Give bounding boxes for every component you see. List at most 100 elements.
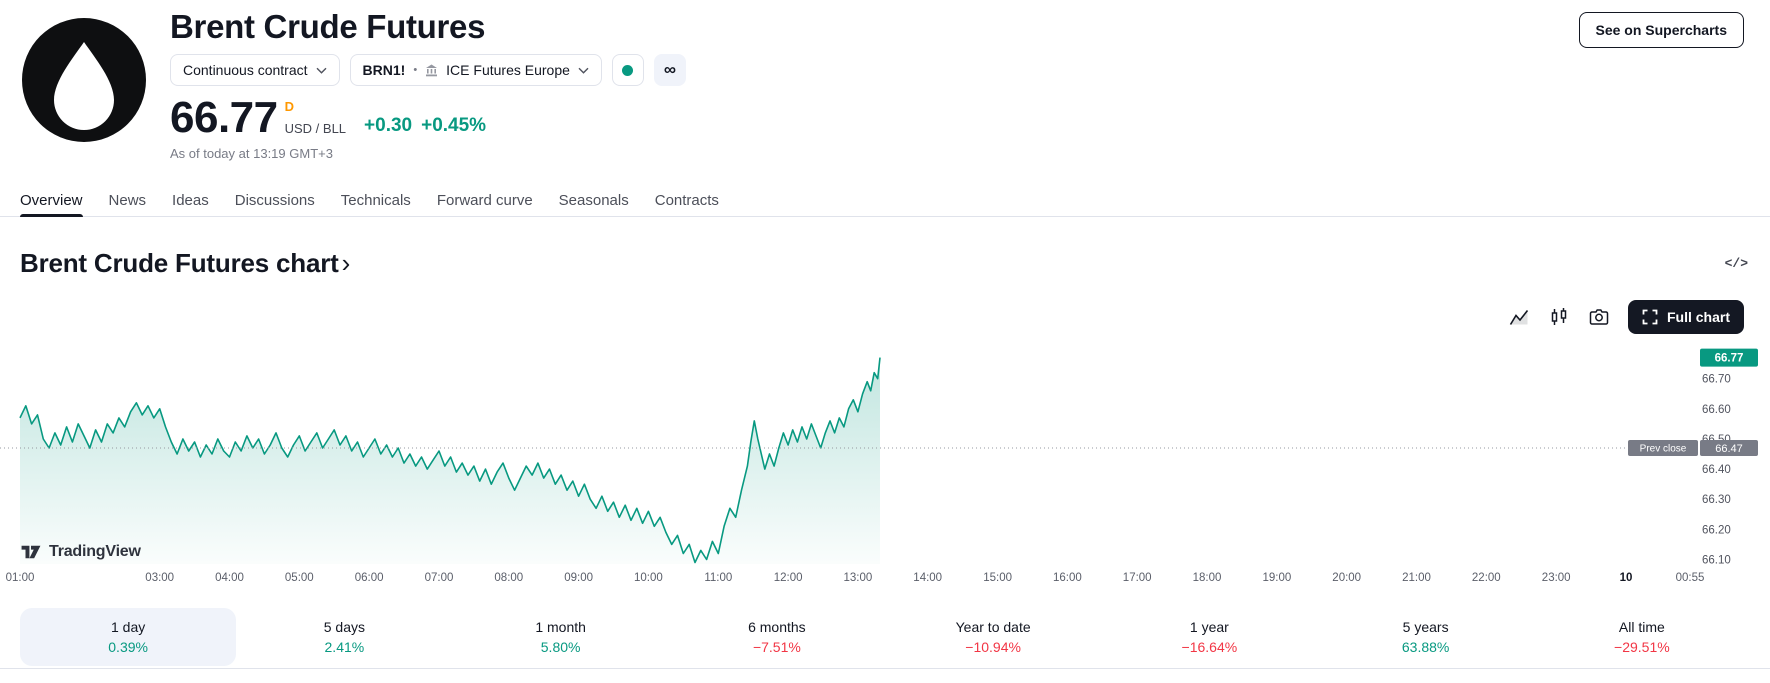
x-axis-label: 12:00 — [774, 572, 803, 584]
x-axis-label: 21:00 — [1402, 572, 1431, 584]
y-axis-label: 66.10 — [1702, 554, 1731, 566]
market-open-dot-icon — [622, 64, 634, 76]
period-label: All time — [1618, 619, 1665, 635]
price-line — [19, 357, 881, 564]
last-price: 66.77 — [170, 93, 278, 142]
page-title: Brent Crude Futures — [170, 8, 486, 45]
full-chart-button[interactable]: Full chart — [1627, 300, 1744, 334]
tab-seasonals[interactable]: Seasonals — [558, 191, 629, 209]
symbol-tabs: Overview News Ideas Discussions Technica… — [0, 184, 1770, 217]
x-axis-label: 09:00 — [564, 572, 593, 584]
x-axis-label: 04:00 — [215, 572, 244, 584]
period-change: −7.51% — [752, 639, 801, 655]
tradingview-watermark: TradingView — [20, 543, 141, 561]
contract-dropdown[interactable]: Continuous contract — [170, 54, 340, 86]
price-chart[interactable]: 66.7066.6066.5066.4066.3066.2066.1001:00… — [0, 332, 1770, 588]
x-axis-label: 23:00 — [1542, 572, 1571, 584]
period-selector: 1 day 0.39% 5 days 2.41% 1 month 5.80% 6… — [20, 608, 1750, 666]
x-axis-label: 20:00 — [1332, 572, 1361, 584]
price-row: 66.77 D USD / BLL +0.30 +0.45% — [170, 93, 686, 142]
snapshot-camera-button[interactable] — [1582, 302, 1616, 332]
symbol-row: Continuous contract BRN1! • ICE Futures … — [170, 54, 686, 86]
symbol-logo — [22, 18, 146, 142]
x-axis-label: 16:00 — [1053, 572, 1082, 584]
prev-close-value-badge — [1700, 440, 1758, 456]
code-embed-icon[interactable]: </> — [1724, 256, 1748, 271]
period-change: 5.80% — [540, 639, 581, 655]
tradingview-logo-icon — [21, 545, 41, 559]
period-6-months[interactable]: 6 months −7.51% — [669, 608, 885, 666]
area-chart-type-button[interactable] — [1502, 302, 1536, 332]
last-price-badge-value: 66.77 — [1715, 353, 1744, 365]
y-axis-label: 66.20 — [1702, 524, 1731, 536]
x-axis-label: 10:00 — [634, 572, 663, 584]
price-area-fill — [20, 357, 880, 564]
period-all-time[interactable]: All time −29.51% — [1534, 608, 1750, 666]
breadcrumb-chevron: › — [341, 248, 351, 278]
price-unit: USD / BLL — [284, 121, 347, 136]
x-axis-label: 03:00 — [145, 572, 174, 584]
period-label: 5 years — [1402, 619, 1449, 635]
session-letter-badge: D — [284, 99, 294, 114]
period-change: 63.88% — [1401, 639, 1450, 655]
price-change-pct: +0.45% — [421, 115, 487, 136]
chart-toolbar: Full chart — [1502, 300, 1744, 334]
exchange-name: ICE Futures Europe — [446, 62, 570, 78]
period-label: 1 month — [535, 619, 586, 635]
period-label: Year to date — [955, 619, 1031, 635]
fullscreen-icon — [1642, 309, 1658, 325]
period-change: 2.41% — [324, 639, 365, 655]
x-axis-label: 13:00 — [844, 572, 873, 584]
chart-section-header: Brent Crude Futures chart › </> — [20, 248, 1748, 279]
x-axis-label: 11:00 — [704, 572, 732, 584]
candles-icon — [1551, 308, 1567, 325]
continuous-contract-icon-button[interactable]: ∞ — [653, 54, 686, 86]
as-of-text: As of today at 13:19 GMT+3 — [170, 146, 333, 161]
x-axis-label: 14:00 — [913, 572, 942, 584]
x-axis-label: 08:00 — [494, 572, 523, 584]
tab-overview[interactable]: Overview — [20, 184, 83, 217]
tab-news[interactable]: News — [108, 191, 147, 209]
x-axis-label: 18:00 — [1193, 572, 1222, 584]
market-status-button[interactable] — [611, 54, 644, 86]
tab-technicals[interactable]: Technicals — [340, 191, 411, 209]
period-1-month[interactable]: 1 month 5.80% — [453, 608, 669, 666]
infinity-icon: ∞ — [663, 60, 676, 79]
divider — [0, 668, 1770, 669]
candles-chart-type-button[interactable] — [1542, 302, 1576, 332]
period-change: −29.51% — [1614, 639, 1670, 655]
area-chart-icon — [1509, 310, 1529, 325]
period-1-year[interactable]: 1 year −16.64% — [1101, 608, 1317, 666]
x-axis-label: 07:00 — [425, 572, 454, 584]
separator-dot: • — [413, 64, 418, 76]
tab-contracts[interactable]: Contracts — [654, 191, 719, 209]
prev-close-label-text: Prev close — [1640, 444, 1687, 455]
watermark-label: TradingView — [49, 543, 141, 560]
x-axis-label: 19:00 — [1263, 572, 1292, 584]
x-axis-label: 10 — [1620, 572, 1633, 584]
see-on-supercharts-button[interactable]: See on Supercharts — [1578, 12, 1744, 48]
tab-ideas[interactable]: Ideas — [172, 191, 209, 209]
tab-discussions[interactable]: Discussions — [234, 191, 315, 209]
y-axis-label: 66.30 — [1702, 494, 1731, 506]
x-axis-label: 05:00 — [285, 572, 314, 584]
prev-close-label-badge — [1628, 440, 1698, 456]
symbol-exchange-dropdown[interactable]: BRN1! • ICE Futures Europe — [349, 54, 602, 86]
x-axis-label: 22:00 — [1472, 572, 1501, 584]
contract-dropdown-label: Continuous contract — [183, 62, 308, 78]
period-label: 1 year — [1189, 619, 1229, 635]
tab-forward-curve[interactable]: Forward curve — [436, 191, 533, 209]
section-title[interactable]: Brent Crude Futures chart › — [20, 248, 351, 278]
period-year-to-date[interactable]: Year to date −10.94% — [885, 608, 1101, 666]
y-axis-label: 66.70 — [1702, 374, 1731, 386]
period-5-days[interactable]: 5 days 2.41% — [236, 608, 452, 666]
last-price-badge — [1700, 348, 1758, 367]
x-axis-label: 15:00 — [983, 572, 1012, 584]
chevron-down-icon — [578, 67, 589, 74]
period-5-years[interactable]: 5 years 63.88% — [1318, 608, 1534, 666]
period-1-day[interactable]: 1 day 0.39% — [20, 608, 237, 666]
price-change: +0.30 +0.45% — [364, 114, 486, 138]
period-label: 6 months — [748, 619, 806, 635]
camera-icon — [1589, 309, 1609, 325]
